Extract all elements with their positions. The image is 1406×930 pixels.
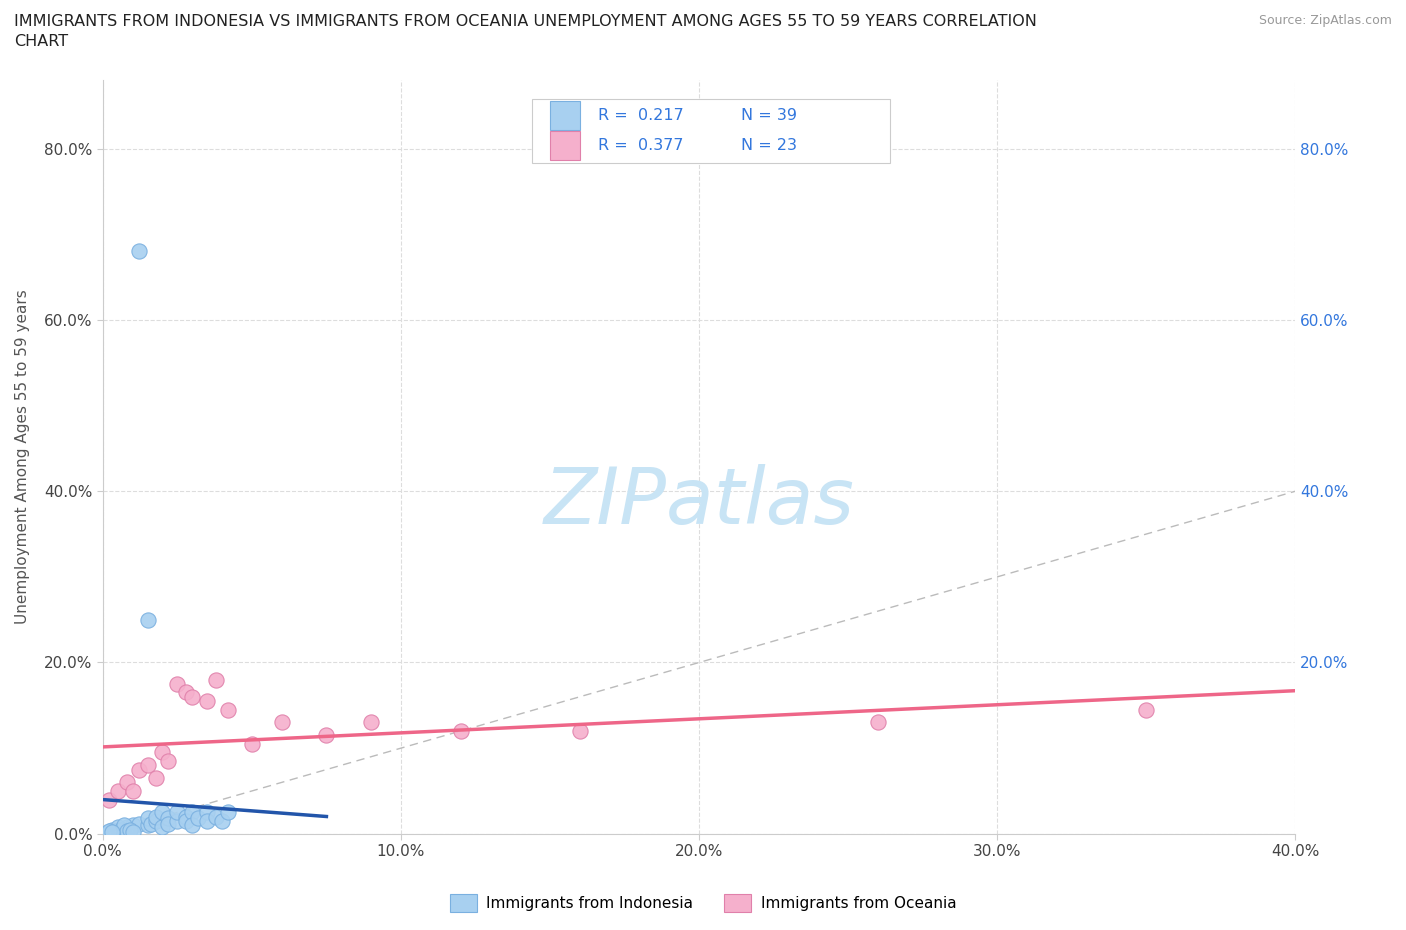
- Point: [136, 612, 159, 627]
- Text: N = 39: N = 39: [741, 108, 797, 123]
- Y-axis label: Unemployment Among Ages 55 to 59 years: Unemployment Among Ages 55 to 59 years: [15, 289, 30, 624]
- Point: [128, 244, 150, 259]
- Point: [157, 816, 180, 830]
- Point: [152, 745, 174, 760]
- Point: [174, 809, 197, 824]
- Point: [166, 805, 188, 820]
- Point: [121, 825, 143, 840]
- Point: [195, 694, 218, 709]
- Point: [107, 819, 129, 834]
- Text: CHART: CHART: [14, 34, 67, 49]
- Point: [157, 811, 180, 826]
- FancyBboxPatch shape: [550, 101, 579, 130]
- Point: [217, 702, 239, 717]
- Point: [181, 817, 204, 832]
- Point: [107, 783, 129, 798]
- Text: Source: ZipAtlas.com: Source: ZipAtlas.com: [1258, 14, 1392, 27]
- Point: [118, 822, 141, 837]
- Point: [128, 816, 150, 830]
- Point: [211, 814, 233, 829]
- Point: [100, 825, 122, 840]
- Point: [195, 814, 218, 829]
- Point: [157, 753, 180, 768]
- Point: [115, 819, 138, 834]
- FancyBboxPatch shape: [550, 131, 579, 160]
- Point: [152, 819, 174, 834]
- Point: [121, 783, 143, 798]
- Point: [450, 724, 472, 738]
- Point: [166, 676, 188, 691]
- Point: [181, 689, 204, 704]
- Point: [195, 805, 218, 820]
- FancyBboxPatch shape: [531, 99, 890, 163]
- Point: [110, 822, 132, 837]
- Point: [128, 762, 150, 777]
- Legend: Immigrants from Indonesia, Immigrants from Oceania: Immigrants from Indonesia, Immigrants fr…: [444, 888, 962, 918]
- Point: [205, 672, 228, 687]
- Text: R =  0.217: R = 0.217: [598, 108, 683, 123]
- Point: [136, 811, 159, 826]
- Point: [181, 805, 204, 820]
- Point: [121, 817, 143, 832]
- Point: [97, 824, 120, 839]
- Point: [115, 824, 138, 839]
- Point: [97, 825, 120, 840]
- Point: [166, 814, 188, 829]
- Point: [240, 737, 263, 751]
- Point: [94, 826, 117, 841]
- Point: [205, 809, 228, 824]
- Point: [360, 715, 382, 730]
- Point: [97, 792, 120, 807]
- Text: R =  0.377: R = 0.377: [598, 139, 683, 153]
- Point: [107, 822, 129, 837]
- Point: [136, 817, 159, 832]
- Point: [187, 811, 209, 826]
- Point: [152, 805, 174, 820]
- Point: [115, 775, 138, 790]
- Point: [145, 809, 167, 824]
- Point: [174, 814, 197, 829]
- Point: [145, 771, 167, 786]
- Point: [100, 822, 122, 837]
- Text: ZIPatlas: ZIPatlas: [544, 464, 855, 540]
- Point: [568, 724, 591, 738]
- Point: [112, 817, 135, 832]
- Point: [139, 816, 162, 830]
- Text: IMMIGRANTS FROM INDONESIA VS IMMIGRANTS FROM OCEANIA UNEMPLOYMENT AMONG AGES 55 : IMMIGRANTS FROM INDONESIA VS IMMIGRANTS …: [14, 14, 1038, 29]
- Point: [104, 824, 127, 839]
- Point: [1135, 702, 1157, 717]
- Point: [174, 685, 197, 700]
- Point: [270, 715, 292, 730]
- Point: [136, 758, 159, 773]
- Point: [315, 728, 337, 743]
- Point: [145, 814, 167, 829]
- Text: N = 23: N = 23: [741, 139, 797, 153]
- Point: [866, 715, 889, 730]
- Point: [217, 805, 239, 820]
